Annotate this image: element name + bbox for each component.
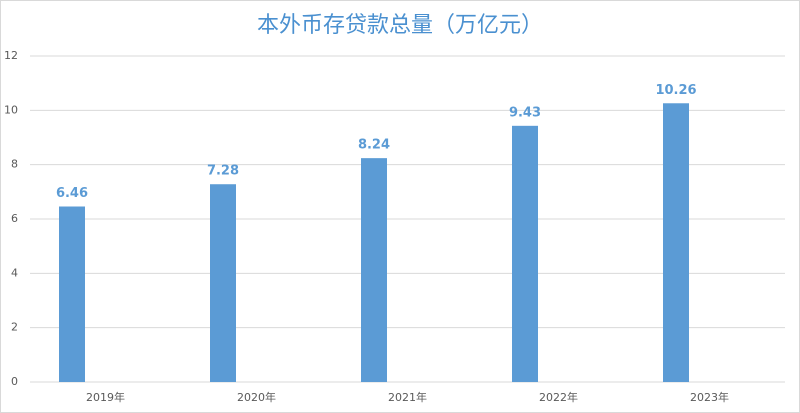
x-tick-label: 2021年 [388, 390, 427, 404]
bar [59, 206, 85, 382]
x-tick-label: 2020年 [237, 390, 276, 404]
y-tick-label: 8 [11, 158, 18, 171]
value-label: 10.26 [655, 83, 696, 98]
y-tick-label: 2 [11, 321, 18, 334]
bar [663, 103, 689, 383]
value-label: 9.43 [509, 105, 541, 120]
x-tick-label: 2019年 [86, 390, 125, 404]
y-tick-label: 12 [4, 49, 18, 62]
chart-title: 本外币存贷款总量（万亿元） [257, 13, 543, 38]
x-tick-label: 2022年 [539, 390, 578, 404]
y-tick-label: 4 [11, 266, 18, 279]
value-label: 7.28 [207, 164, 239, 179]
y-tick-label: 10 [4, 103, 18, 116]
bar [512, 125, 538, 383]
bar [210, 184, 236, 382]
x-tick-label: 2023年 [690, 390, 729, 404]
y-tick-label: 0 [11, 375, 18, 388]
bar [361, 158, 387, 382]
value-label: 6.46 [56, 186, 88, 201]
value-label: 8.24 [358, 138, 390, 153]
y-tick-label: 6 [11, 212, 18, 225]
